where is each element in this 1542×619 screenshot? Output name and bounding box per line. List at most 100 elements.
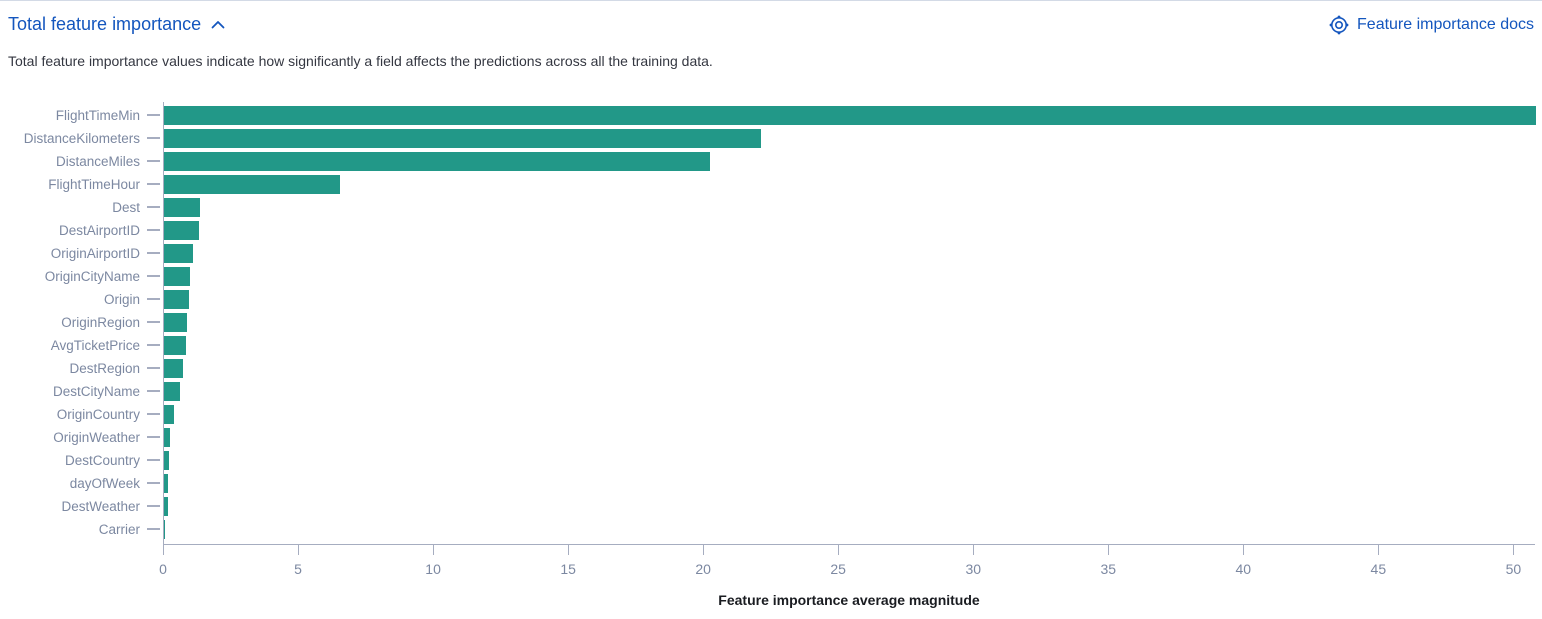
section-title: Total feature importance [8, 14, 202, 34]
feature-importance-bar [164, 221, 200, 240]
bar-row [164, 173, 1536, 196]
x-tick-label: 15 [560, 561, 576, 577]
bar-row [164, 242, 1536, 265]
y-axis-label: FlightTimeMin [55, 108, 140, 123]
y-tick-mark [147, 482, 160, 484]
feature-importance-bar [164, 129, 761, 148]
y-tick-mark [147, 344, 160, 346]
feature-importance-bar [164, 359, 184, 378]
y-tick-mark [147, 206, 160, 208]
y-axis-label: AvgTicketPrice [50, 338, 140, 353]
bar-row [164, 219, 1536, 242]
x-tick-mark [433, 545, 435, 555]
y-tick-mark [147, 413, 160, 415]
y-tick-mark [147, 459, 160, 461]
y-tick-mark [147, 160, 160, 162]
x-tick-label: 30 [965, 561, 982, 577]
feature-importance-bar [164, 290, 189, 309]
bar-row [164, 380, 1536, 403]
bar-row [164, 288, 1536, 311]
y-axis-line [163, 102, 164, 545]
y-axis-label: dayOfWeek [69, 476, 140, 491]
feature-importance-bar [164, 382, 181, 401]
y-tick-mark [147, 321, 160, 323]
x-tick-label: 25 [830, 561, 846, 577]
bar-row [164, 196, 1536, 219]
y-axis-label: DistanceMiles [55, 154, 140, 169]
x-tick-mark [973, 545, 975, 555]
bars-plot-area [164, 104, 1536, 541]
bar-row [164, 518, 1536, 541]
x-axis-line [163, 544, 1535, 545]
y-tick-mark [147, 137, 160, 139]
y-axis-label: Dest [112, 200, 140, 215]
lifebuoy-docs-icon [1329, 15, 1349, 35]
feature-importance-bar [164, 428, 170, 447]
x-tick-mark [568, 545, 570, 555]
docs-link-label: Feature importance docs [1357, 16, 1534, 33]
total-feature-importance-accordion-toggle[interactable]: Total feature importance [8, 14, 226, 35]
y-axis-label: OriginCityName [44, 269, 140, 284]
feature-importance-bar [164, 451, 169, 470]
x-tick-label: 40 [1235, 561, 1252, 577]
x-tick-label: 0 [159, 561, 167, 577]
feature-importance-bar [164, 336, 187, 355]
y-axis-label: DistanceKilometers [23, 131, 140, 146]
feature-importance-docs-link[interactable]: Feature importance docs [1329, 15, 1534, 35]
y-axis-label: OriginWeather [53, 430, 140, 445]
feature-importance-bar [164, 198, 200, 217]
x-tick-mark [1108, 545, 1110, 555]
y-tick-mark [147, 298, 160, 300]
bar-row [164, 403, 1536, 426]
y-tick-mark [147, 114, 160, 116]
y-tick-mark [147, 229, 160, 231]
y-axis-label: DestCountry [64, 453, 140, 468]
bar-row [164, 449, 1536, 472]
section-description: Total feature importance values indicate… [8, 53, 713, 69]
x-tick-mark [703, 545, 705, 555]
feature-importance-bar [164, 313, 188, 332]
x-axis-title: Feature importance average magnitude [718, 592, 980, 608]
y-axis-label: OriginAirportID [50, 246, 140, 261]
x-tick-mark [838, 545, 840, 555]
y-tick-mark [147, 252, 160, 254]
feature-importance-bar [164, 405, 174, 424]
y-axis-label: Carrier [98, 522, 140, 537]
x-tick-label: 10 [425, 561, 441, 577]
bar-row [164, 472, 1536, 495]
bar-row [164, 311, 1536, 334]
bar-row [164, 426, 1536, 449]
y-tick-mark [147, 390, 160, 392]
y-tick-mark [147, 275, 160, 277]
x-tick-label: 5 [294, 561, 302, 577]
bar-row [164, 104, 1536, 127]
bar-row [164, 150, 1536, 173]
feature-importance-chart: FlightTimeMin DistanceKilometers DistanceM… [0, 97, 1542, 619]
bar-row [164, 357, 1536, 380]
feature-importance-bar [164, 497, 168, 516]
bar-row [164, 334, 1536, 357]
feature-importance-bar [164, 267, 191, 286]
feature-importance-bar [164, 474, 169, 493]
bar-row [164, 265, 1536, 288]
y-axis-label: DestAirportID [58, 223, 140, 238]
y-axis-labels: FlightTimeMin DistanceKilometers DistanceM… [0, 104, 140, 541]
x-tick-mark [1243, 545, 1245, 555]
feature-importance-bar [164, 244, 193, 263]
y-tick-mark [147, 436, 160, 438]
y-axis-label: DestCityName [52, 384, 140, 399]
y-tick-mark [147, 505, 160, 507]
y-tick-mark [147, 183, 160, 185]
feature-importance-bar [164, 175, 340, 194]
y-axis-label: OriginRegion [61, 315, 140, 330]
bar-row [164, 495, 1536, 518]
chevron-up-icon [210, 17, 226, 33]
x-tick-label: 20 [695, 561, 711, 577]
feature-importance-bar [164, 106, 1536, 125]
x-tick-mark [1378, 545, 1380, 555]
y-tick-mark [147, 528, 160, 530]
y-tick-mark [147, 367, 160, 369]
y-axis-label: FlightTimeHour [48, 177, 140, 192]
x-tick-mark [1513, 545, 1515, 555]
